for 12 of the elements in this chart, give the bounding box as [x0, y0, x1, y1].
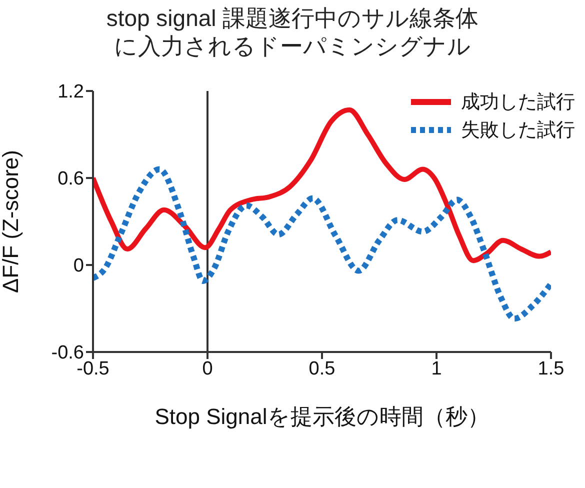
x-tick-label: 1.5 [538, 358, 564, 380]
x-tick-label: 0 [202, 358, 213, 380]
chart-title: stop signal 課題遂行中のサル線条体に入力されるドーパミンシグナル [105, 4, 480, 60]
y-tick-label: 0 [73, 256, 84, 277]
x-tick-label: 0.5 [308, 358, 336, 380]
legend-label: 成功した試行 [461, 91, 575, 115]
y-axis-title: ΔF/F (Z-score) [0, 150, 23, 294]
legend-label: 失敗した試行 [461, 119, 575, 143]
y-tick-label: 0.6 [58, 168, 84, 190]
y-tick-label: 1.2 [58, 82, 84, 103]
x-axis-title: Stop Signalを提示後の時間（秒） [154, 404, 490, 429]
x-tick-label: 1 [431, 358, 442, 380]
